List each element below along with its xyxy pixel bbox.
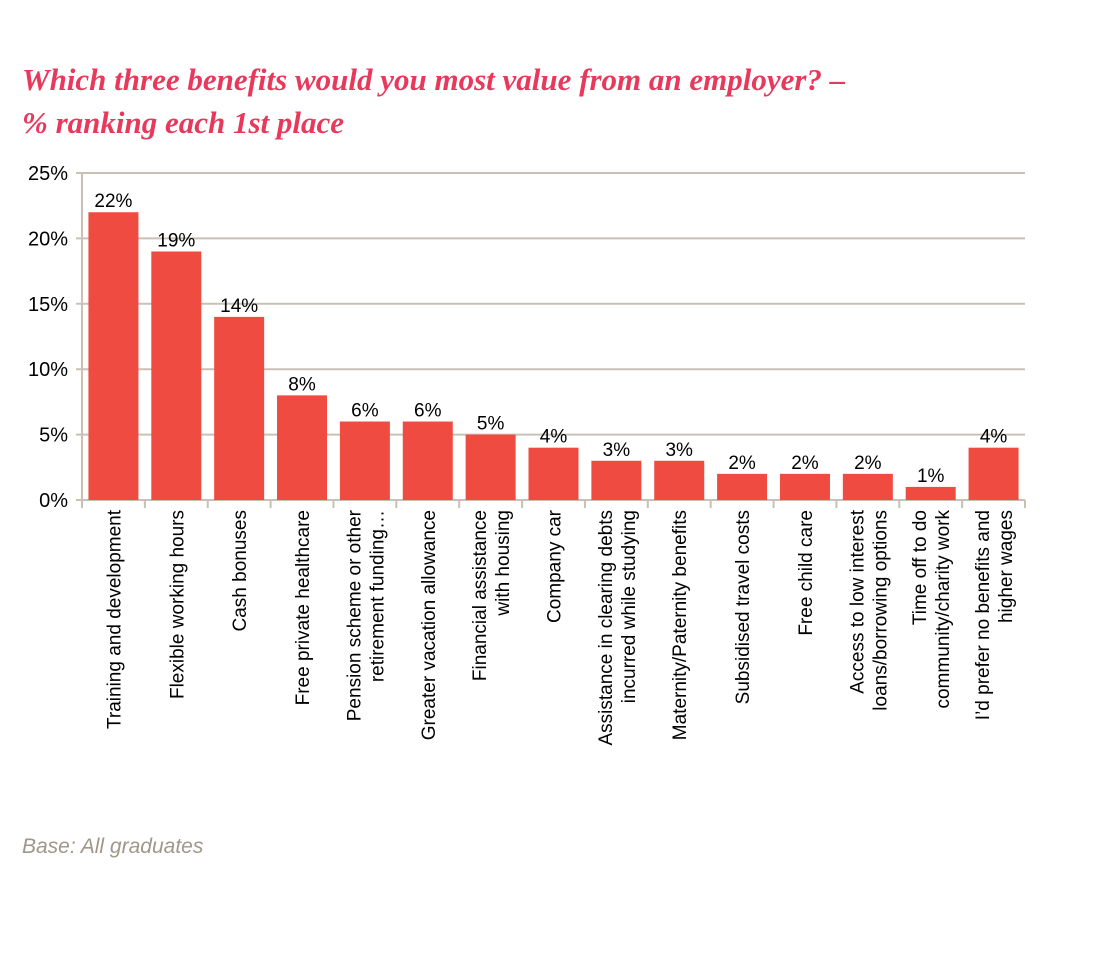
x-tick-label: Assistance in clearing debts: [596, 510, 617, 746]
x-tick-label: community/charity work: [933, 510, 954, 709]
data-label: 1%: [917, 466, 945, 487]
bar: [842, 473, 893, 500]
bar: [88, 212, 139, 501]
x-tick-label: retirement funding…: [367, 510, 388, 682]
bar: [528, 447, 579, 500]
x-tick-label: Flexible working hours: [167, 510, 188, 699]
data-label: 5%: [477, 414, 505, 435]
x-tick-label: Access to low interest: [847, 509, 868, 693]
bar: [277, 395, 328, 500]
y-tick-label: 20%: [28, 228, 68, 250]
x-tick-label: Company car: [545, 509, 566, 623]
data-label: 6%: [414, 401, 442, 422]
x-tick-label: Time off to do: [910, 510, 931, 625]
bar: [968, 447, 1019, 500]
chart-title: Which three benefits would you most valu…: [22, 62, 846, 97]
data-label: 14%: [220, 296, 258, 317]
data-label: 2%: [728, 453, 756, 474]
x-tick-label: loans/borrowing options: [870, 510, 891, 711]
x-tick-label: Maternity/Paternity benefits: [670, 510, 691, 740]
x-tick-label: Free private healthcare: [293, 510, 314, 705]
chart-title: % ranking each 1st place: [22, 105, 344, 140]
x-tick-label: Pension scheme or other: [344, 509, 365, 721]
data-label: 2%: [854, 453, 882, 474]
bar: [654, 460, 705, 500]
y-tick-label: 5%: [39, 425, 68, 447]
data-label: 4%: [540, 427, 568, 448]
data-label: 3%: [603, 440, 631, 461]
bar: [717, 473, 768, 500]
data-label: 4%: [980, 427, 1008, 448]
data-label: 8%: [288, 374, 316, 395]
y-tick-label: 15%: [28, 294, 68, 316]
bar: [465, 434, 516, 500]
y-tick-label: 0%: [39, 490, 68, 512]
x-tick-label: Training and development: [104, 509, 125, 729]
y-tick-label: 25%: [28, 163, 68, 185]
data-label: 3%: [665, 440, 693, 461]
data-label: 2%: [791, 453, 819, 474]
bar: [214, 316, 265, 500]
y-tick-label: 10%: [28, 359, 68, 381]
data-label: 6%: [351, 401, 379, 422]
x-tick-label: Greater vacation allowance: [419, 510, 440, 740]
x-tick-label: Financial assistance: [470, 510, 491, 681]
x-tick-label: Free child care: [796, 510, 817, 636]
note: Base: All graduates: [22, 835, 204, 858]
bar: [339, 421, 390, 500]
x-tick-label: Subsidised travel costs: [733, 510, 754, 704]
x-tick-label: Cash bonuses: [230, 510, 251, 631]
bar: [151, 251, 202, 500]
bar: [402, 421, 453, 500]
data-label: 22%: [94, 191, 132, 212]
x-tick-label: higher wages: [996, 510, 1017, 623]
x-tick-label: with housing: [493, 510, 514, 617]
x-tick-label: incurred while studying: [619, 510, 640, 703]
x-tick-label: I’d prefer no benefits and: [973, 510, 994, 720]
bar: [905, 486, 956, 500]
bar: [779, 473, 830, 500]
data-label: 19%: [157, 230, 195, 251]
bar: [591, 460, 642, 500]
